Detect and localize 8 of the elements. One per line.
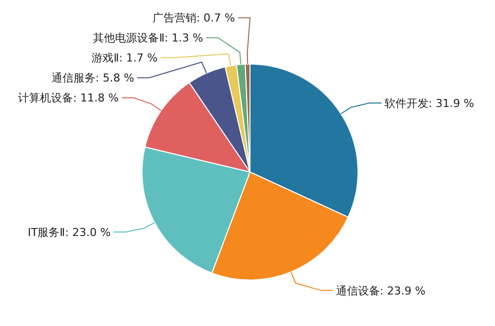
slice-label: 计算机设备: 11.8 %	[18, 92, 119, 105]
slice-label: 通信设备: 23.9 %	[336, 284, 426, 298]
slice-label: IT服务Ⅱ: 23.0 %	[28, 226, 111, 239]
slice-label: 通信服务: 5.8 %	[52, 72, 134, 85]
slice-label: 其他电源设备Ⅱ: 1.3 %	[93, 32, 204, 45]
slice-label: 广告营销: 0.7 %	[152, 12, 235, 25]
slice-label: 游戏Ⅱ: 1.7 %	[92, 52, 158, 65]
slice-label: 软件开发: 31.9 %	[384, 96, 474, 110]
